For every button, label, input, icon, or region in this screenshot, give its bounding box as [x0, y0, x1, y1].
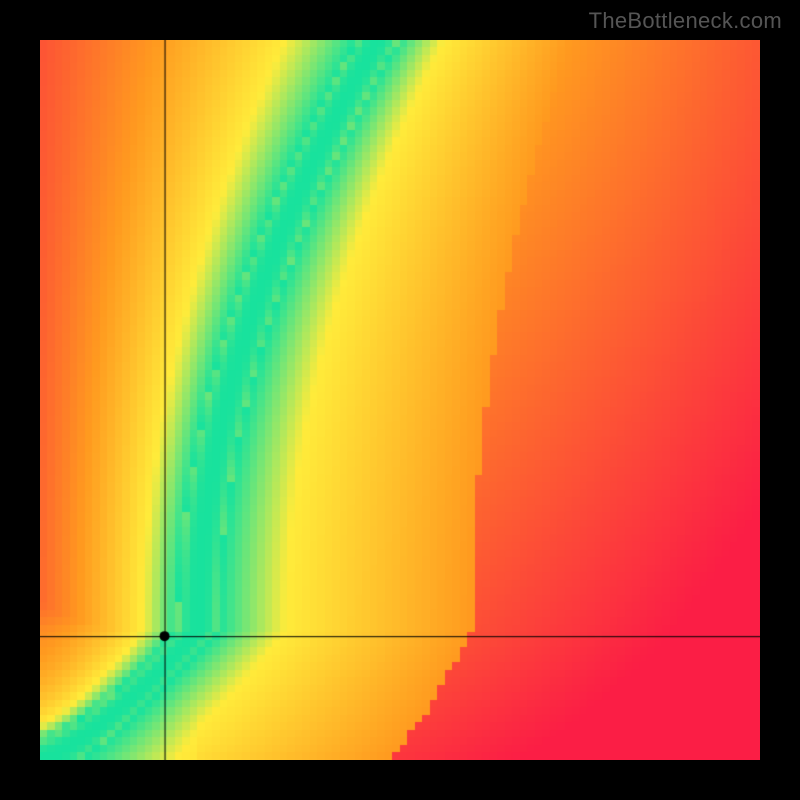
heatmap-canvas: [40, 40, 760, 760]
heatmap-plot: [40, 40, 760, 760]
chart-container: TheBottleneck.com: [0, 0, 800, 800]
watermark-text: TheBottleneck.com: [589, 8, 782, 34]
